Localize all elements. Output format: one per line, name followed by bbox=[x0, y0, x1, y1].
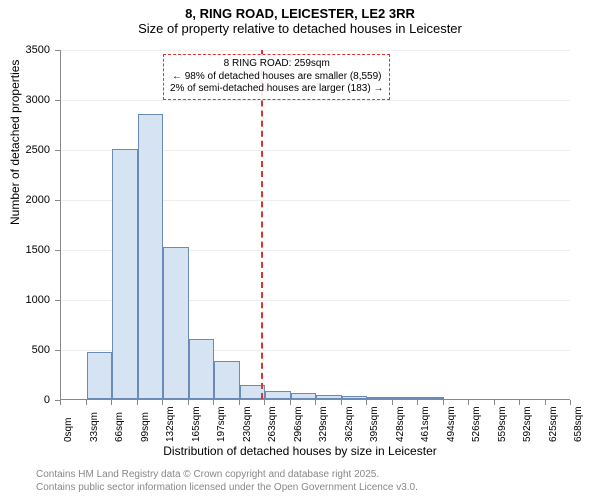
y-tick-label: 500 bbox=[0, 344, 50, 356]
x-tick-label: 197sqm bbox=[216, 406, 227, 442]
x-tick-mark bbox=[392, 400, 393, 405]
x-tick-label: 99sqm bbox=[140, 412, 151, 442]
x-tick-label: 230sqm bbox=[242, 406, 253, 442]
annotation-line3: 2% of semi-detached houses are larger (1… bbox=[170, 83, 383, 96]
y-tick-label: 2000 bbox=[0, 194, 50, 206]
footer-line2: Contains public sector information licen… bbox=[36, 482, 418, 495]
footer-line1: Contains HM Land Registry data © Crown c… bbox=[36, 469, 418, 482]
footer-attribution: Contains HM Land Registry data © Crown c… bbox=[36, 469, 418, 494]
x-tick-mark bbox=[60, 400, 61, 405]
x-tick-mark bbox=[137, 400, 138, 405]
histogram-bar bbox=[393, 397, 419, 399]
x-tick-mark bbox=[315, 400, 316, 405]
x-tick-mark bbox=[366, 400, 367, 405]
x-tick-mark bbox=[570, 400, 571, 405]
x-tick-mark bbox=[213, 400, 214, 405]
x-tick-label: 625sqm bbox=[548, 406, 559, 442]
annotation-box: 8 RING ROAD: 259sqm← 98% of detached hou… bbox=[163, 54, 390, 100]
x-tick-mark bbox=[162, 400, 163, 405]
y-tick-label: 1500 bbox=[0, 244, 50, 256]
y-tick-label: 2500 bbox=[0, 144, 50, 156]
chart-title-block: 8, RING ROAD, LEICESTER, LE2 3RR Size of… bbox=[0, 0, 600, 36]
histogram-bar bbox=[189, 339, 215, 399]
x-tick-mark bbox=[443, 400, 444, 405]
y-tick-label: 1000 bbox=[0, 294, 50, 306]
histogram-bar bbox=[418, 397, 444, 399]
x-tick-label: 658sqm bbox=[573, 406, 584, 442]
histogram-bar bbox=[87, 352, 113, 399]
histogram-bar bbox=[291, 393, 317, 399]
x-tick-mark bbox=[494, 400, 495, 405]
x-tick-mark bbox=[86, 400, 87, 405]
x-tick-mark bbox=[264, 400, 265, 405]
gridline bbox=[61, 50, 570, 51]
chart-plot-area: 8 RING ROAD: 259sqm← 98% of detached hou… bbox=[60, 50, 570, 400]
x-tick-label: 0sqm bbox=[63, 418, 74, 442]
x-tick-mark bbox=[111, 400, 112, 405]
histogram-bar bbox=[138, 114, 164, 399]
x-tick-mark bbox=[188, 400, 189, 405]
x-tick-label: 428sqm bbox=[395, 406, 406, 442]
x-tick-mark bbox=[545, 400, 546, 405]
x-tick-label: 526sqm bbox=[471, 406, 482, 442]
x-tick-mark bbox=[519, 400, 520, 405]
x-tick-label: 395sqm bbox=[369, 406, 380, 442]
histogram-bar bbox=[367, 397, 393, 399]
x-tick-label: 296sqm bbox=[293, 406, 304, 442]
annotation-line1: 8 RING ROAD: 259sqm bbox=[170, 58, 383, 71]
x-tick-label: 592sqm bbox=[522, 406, 533, 442]
x-tick-mark bbox=[239, 400, 240, 405]
x-tick-label: 33sqm bbox=[89, 412, 100, 442]
x-tick-label: 66sqm bbox=[114, 412, 125, 442]
histogram-bar bbox=[316, 395, 342, 399]
x-tick-label: 494sqm bbox=[446, 406, 457, 442]
x-tick-mark bbox=[341, 400, 342, 405]
x-tick-label: 362sqm bbox=[344, 406, 355, 442]
y-tick-label: 3000 bbox=[0, 94, 50, 106]
x-tick-mark bbox=[417, 400, 418, 405]
x-tick-label: 165sqm bbox=[191, 406, 202, 442]
histogram-bar bbox=[163, 247, 189, 399]
histogram-bar bbox=[214, 361, 240, 399]
histogram-bar bbox=[342, 396, 368, 399]
x-axis-label: Distribution of detached houses by size … bbox=[0, 444, 600, 458]
chart-title-line2: Size of property relative to detached ho… bbox=[0, 21, 600, 36]
y-tick-label: 3500 bbox=[0, 44, 50, 56]
annotation-line2: ← 98% of detached houses are smaller (8,… bbox=[170, 71, 383, 84]
histogram-bar bbox=[265, 391, 291, 399]
x-tick-label: 263sqm bbox=[267, 406, 278, 442]
x-tick-label: 329sqm bbox=[318, 406, 329, 442]
x-tick-label: 132sqm bbox=[165, 406, 176, 442]
x-tick-mark bbox=[290, 400, 291, 405]
chart-title-line1: 8, RING ROAD, LEICESTER, LE2 3RR bbox=[0, 6, 600, 21]
x-tick-label: 461sqm bbox=[420, 406, 431, 442]
gridline bbox=[61, 100, 570, 101]
x-tick-label: 559sqm bbox=[497, 406, 508, 442]
y-tick-label: 0 bbox=[0, 394, 50, 406]
x-tick-mark bbox=[468, 400, 469, 405]
histogram-bar bbox=[112, 149, 138, 399]
reference-line bbox=[261, 50, 263, 399]
